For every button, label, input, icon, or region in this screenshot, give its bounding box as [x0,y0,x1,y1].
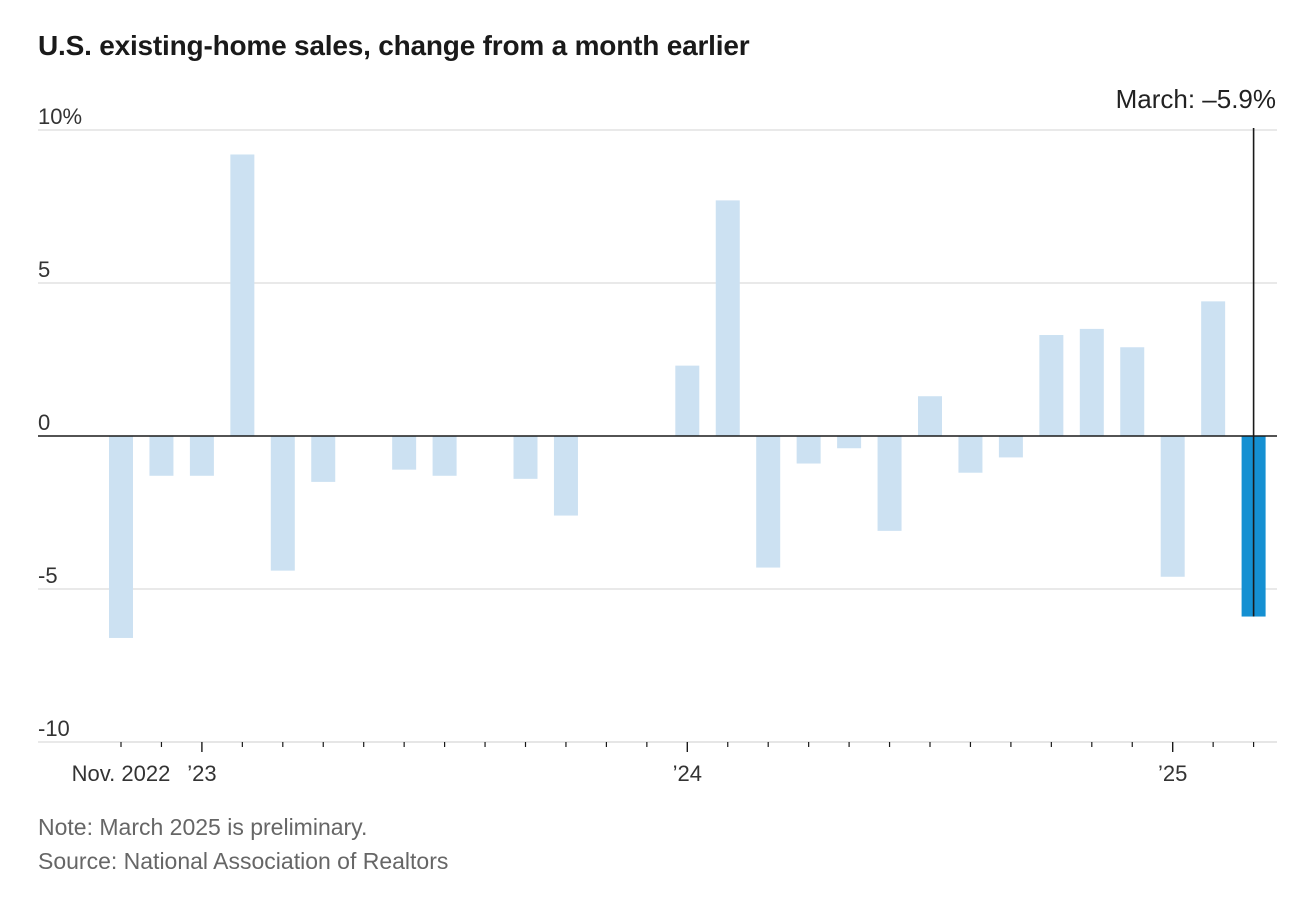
bar [877,436,902,531]
bar [432,436,457,476]
y-tick-label: -10 [38,716,70,741]
bar [149,436,174,476]
x-tick-label: Nov. 2022 [72,761,171,786]
bar [311,436,336,482]
chart-title: U.S. existing-home sales, change from a … [38,30,750,61]
bar [998,436,1023,458]
bar [756,436,781,568]
bar [837,436,862,449]
bar [1160,436,1185,577]
bar [553,436,578,516]
bar [513,436,538,479]
bar [1120,347,1145,436]
bar [918,396,942,436]
y-tick-label: 0 [38,410,50,435]
bar [796,436,821,464]
axes [38,128,1277,752]
bar [109,436,133,638]
bar [1039,335,1064,436]
bar [958,436,983,473]
bar [230,154,255,437]
bar [1201,301,1226,436]
bars [109,154,1266,638]
y-tick-label: 5 [38,257,50,282]
y-tick-label: -5 [38,563,58,588]
chart-source: Source: National Association of Realtors [38,848,449,874]
x-tick-label: ’25 [1158,761,1187,786]
bar [270,436,295,571]
annotation-label: March: –5.9% [1116,84,1276,114]
x-tick-label: ’24 [673,761,702,786]
bar [715,200,740,436]
bar [675,365,700,436]
chart-note: Note: March 2025 is preliminary. [38,814,368,840]
x-tick-label: ’23 [187,761,216,786]
bar [1079,328,1104,436]
bar [189,436,214,476]
bar [392,436,417,470]
y-tick-label: 10% [38,104,82,129]
